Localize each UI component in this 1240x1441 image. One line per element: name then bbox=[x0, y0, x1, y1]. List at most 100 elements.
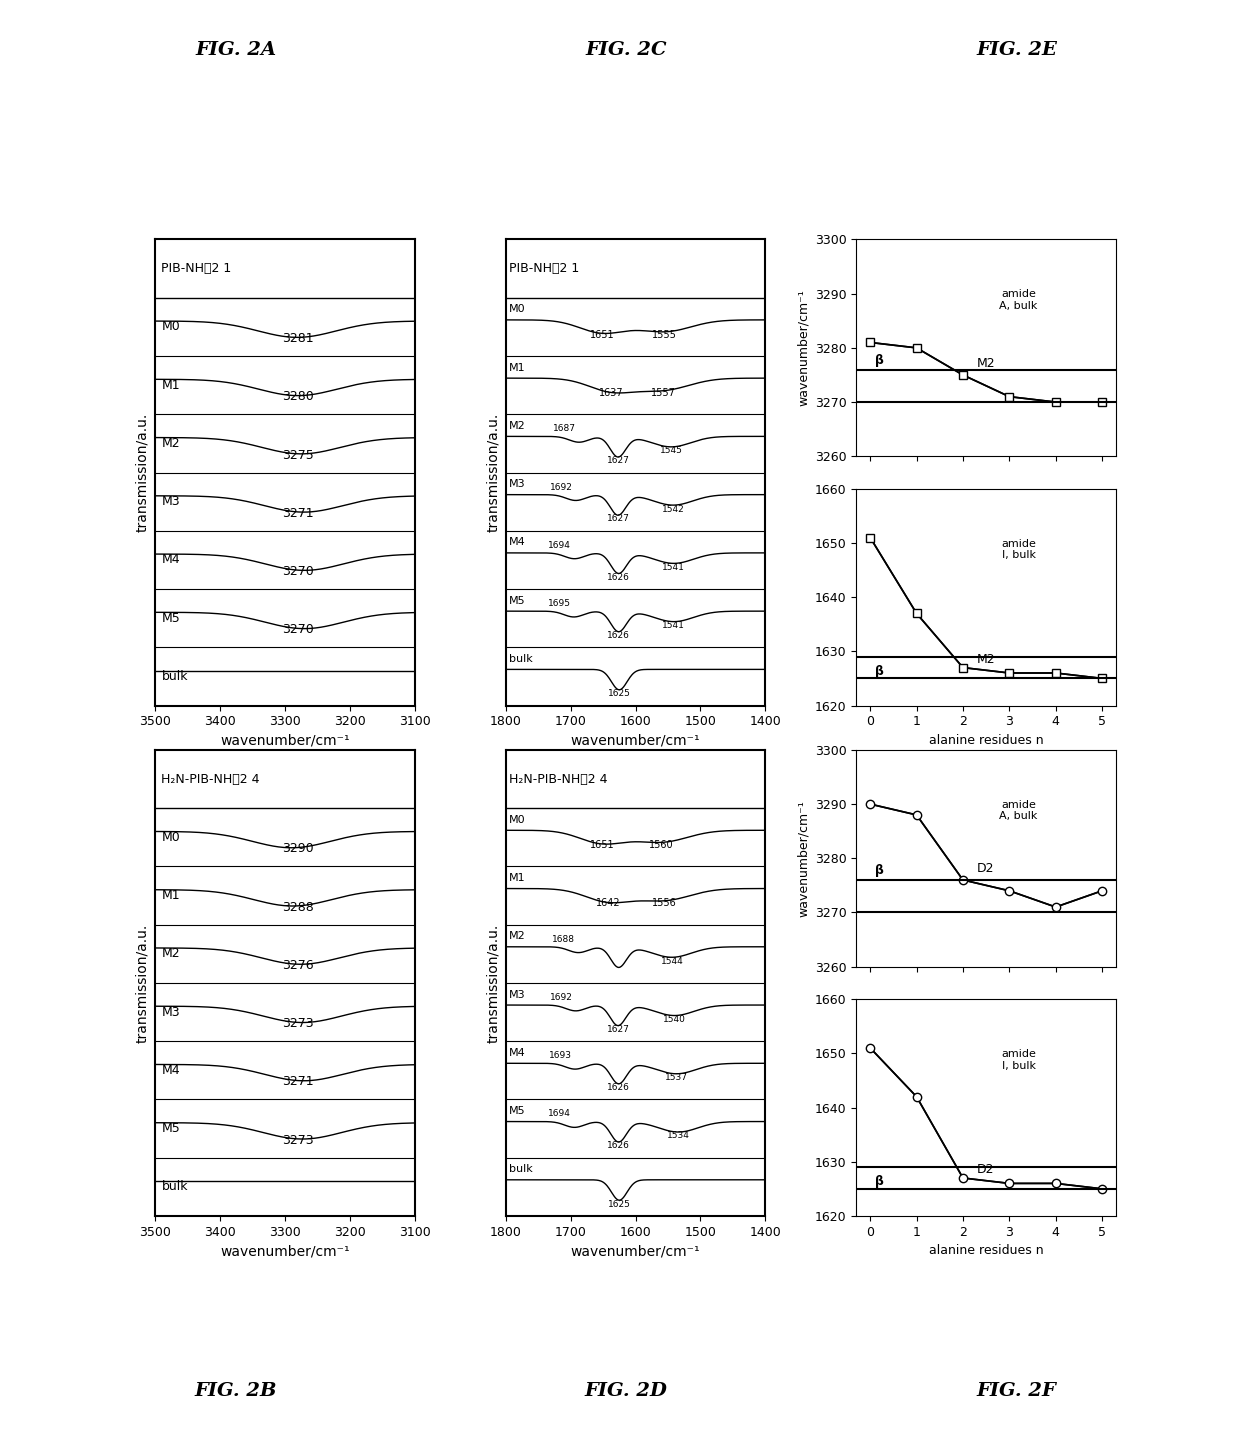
Text: M3: M3 bbox=[161, 1006, 180, 1019]
Text: 1540: 1540 bbox=[663, 1014, 686, 1025]
Text: M3: M3 bbox=[508, 990, 526, 1000]
Text: 1545: 1545 bbox=[660, 447, 683, 455]
Y-axis label: transmission/a.u.: transmission/a.u. bbox=[135, 414, 150, 532]
Text: 1625: 1625 bbox=[608, 1199, 631, 1209]
Text: H₂N-PIB-NH2 4: H₂N-PIB-NH2 4 bbox=[508, 772, 608, 785]
Text: FIG. 2D: FIG. 2D bbox=[585, 1382, 667, 1399]
Text: M0: M0 bbox=[508, 304, 526, 314]
Text: 1651: 1651 bbox=[590, 330, 615, 340]
Text: 3290: 3290 bbox=[281, 843, 314, 856]
Text: FIG. 2B: FIG. 2B bbox=[195, 1382, 277, 1399]
Text: M3: M3 bbox=[508, 480, 526, 488]
Text: M0: M0 bbox=[161, 831, 180, 844]
Text: bulk: bulk bbox=[508, 654, 533, 664]
Text: 1693: 1693 bbox=[549, 1052, 572, 1061]
Text: 3288: 3288 bbox=[281, 901, 314, 914]
Text: 1534: 1534 bbox=[667, 1131, 689, 1140]
Text: 1651: 1651 bbox=[590, 840, 615, 850]
Text: 1694: 1694 bbox=[548, 540, 572, 550]
Text: FIG. 2A: FIG. 2A bbox=[195, 42, 277, 59]
Text: 3271: 3271 bbox=[281, 1075, 314, 1088]
Text: D2: D2 bbox=[977, 1163, 994, 1176]
Text: FIG. 2F: FIG. 2F bbox=[977, 1382, 1056, 1399]
Text: 1556: 1556 bbox=[652, 898, 677, 908]
Text: M5: M5 bbox=[161, 1123, 180, 1136]
Text: M5: M5 bbox=[508, 1107, 526, 1117]
Text: 3273: 3273 bbox=[281, 1017, 314, 1030]
Text: amide
I, bulk: amide I, bulk bbox=[1001, 539, 1037, 561]
X-axis label: alanine residues n: alanine residues n bbox=[929, 1244, 1043, 1257]
Y-axis label: transmission/a.u.: transmission/a.u. bbox=[135, 924, 150, 1042]
X-axis label: wavenumber/cm⁻¹: wavenumber/cm⁻¹ bbox=[219, 1244, 350, 1258]
Text: 1544: 1544 bbox=[661, 957, 683, 965]
Text: 1626: 1626 bbox=[608, 1084, 630, 1092]
Y-axis label: transmission/a.u.: transmission/a.u. bbox=[486, 924, 500, 1042]
Text: 1626: 1626 bbox=[608, 1141, 630, 1150]
Text: 1637: 1637 bbox=[599, 388, 624, 398]
Text: PIB-NH2 1: PIB-NH2 1 bbox=[508, 262, 579, 275]
X-axis label: wavenumber/cm⁻¹: wavenumber/cm⁻¹ bbox=[219, 733, 350, 748]
Text: D2: D2 bbox=[977, 862, 994, 875]
Text: β: β bbox=[875, 865, 884, 878]
X-axis label: wavenumber/cm⁻¹: wavenumber/cm⁻¹ bbox=[570, 1244, 701, 1258]
Text: H₂N-PIB-NH2 4: H₂N-PIB-NH2 4 bbox=[161, 772, 260, 785]
Text: 1692: 1692 bbox=[549, 993, 573, 1001]
Text: M4: M4 bbox=[508, 537, 526, 548]
Text: M2: M2 bbox=[508, 931, 526, 941]
Text: M1: M1 bbox=[508, 363, 526, 373]
Text: M5: M5 bbox=[161, 611, 180, 624]
Text: M1: M1 bbox=[508, 873, 526, 883]
Text: M0: M0 bbox=[508, 814, 526, 824]
Text: 1687: 1687 bbox=[553, 424, 575, 434]
Y-axis label: wavenumber/cm⁻¹: wavenumber/cm⁻¹ bbox=[796, 290, 810, 406]
Text: M2: M2 bbox=[161, 947, 180, 960]
Text: bulk: bulk bbox=[161, 1180, 188, 1193]
Text: 1626: 1626 bbox=[608, 572, 630, 582]
Text: M1: M1 bbox=[161, 889, 180, 902]
Text: 1537: 1537 bbox=[665, 1074, 688, 1082]
Text: 3280: 3280 bbox=[281, 391, 314, 403]
Text: 1541: 1541 bbox=[662, 621, 686, 630]
Text: 1642: 1642 bbox=[596, 898, 620, 908]
Text: 1555: 1555 bbox=[652, 330, 677, 340]
Text: 3275: 3275 bbox=[281, 448, 314, 461]
Text: 3273: 3273 bbox=[281, 1134, 314, 1147]
Text: M2: M2 bbox=[977, 356, 996, 369]
Y-axis label: transmission/a.u.: transmission/a.u. bbox=[486, 414, 500, 532]
Text: M4: M4 bbox=[161, 1063, 180, 1076]
Text: 1557: 1557 bbox=[651, 388, 676, 398]
Text: 3281: 3281 bbox=[281, 331, 314, 344]
Text: β: β bbox=[875, 354, 884, 367]
Text: β: β bbox=[875, 1176, 884, 1189]
Text: 1627: 1627 bbox=[606, 514, 630, 523]
Text: 3271: 3271 bbox=[281, 507, 314, 520]
Text: 3270: 3270 bbox=[281, 624, 314, 637]
Text: amide
I, bulk: amide I, bulk bbox=[1001, 1049, 1037, 1071]
Text: 1694: 1694 bbox=[548, 1110, 572, 1118]
Text: 1695: 1695 bbox=[548, 599, 570, 608]
Text: β: β bbox=[875, 664, 884, 677]
Text: 1560: 1560 bbox=[650, 840, 673, 850]
Text: M4: M4 bbox=[508, 1048, 526, 1058]
Text: M2: M2 bbox=[508, 421, 526, 431]
Text: M4: M4 bbox=[161, 553, 180, 566]
Text: 1688: 1688 bbox=[552, 935, 575, 944]
Text: M2: M2 bbox=[977, 653, 996, 666]
Text: FIG. 2E: FIG. 2E bbox=[976, 42, 1058, 59]
Text: 1542: 1542 bbox=[662, 504, 684, 513]
Text: amide
A, bulk: amide A, bulk bbox=[999, 290, 1038, 311]
Text: 3270: 3270 bbox=[281, 565, 314, 578]
Text: amide
A, bulk: amide A, bulk bbox=[999, 800, 1038, 821]
X-axis label: alanine residues n: alanine residues n bbox=[929, 733, 1043, 746]
Text: FIG. 2C: FIG. 2C bbox=[585, 42, 667, 59]
X-axis label: wavenumber/cm⁻¹: wavenumber/cm⁻¹ bbox=[570, 733, 701, 748]
Text: 3276: 3276 bbox=[281, 958, 314, 971]
Text: M2: M2 bbox=[161, 437, 180, 450]
Text: 1625: 1625 bbox=[608, 689, 631, 699]
Text: M5: M5 bbox=[508, 595, 526, 605]
Text: M0: M0 bbox=[161, 320, 180, 333]
Text: PIB-NH2 1: PIB-NH2 1 bbox=[161, 262, 232, 275]
Text: 1541: 1541 bbox=[662, 563, 686, 572]
Text: 1627: 1627 bbox=[606, 1025, 630, 1033]
Text: M1: M1 bbox=[161, 379, 180, 392]
